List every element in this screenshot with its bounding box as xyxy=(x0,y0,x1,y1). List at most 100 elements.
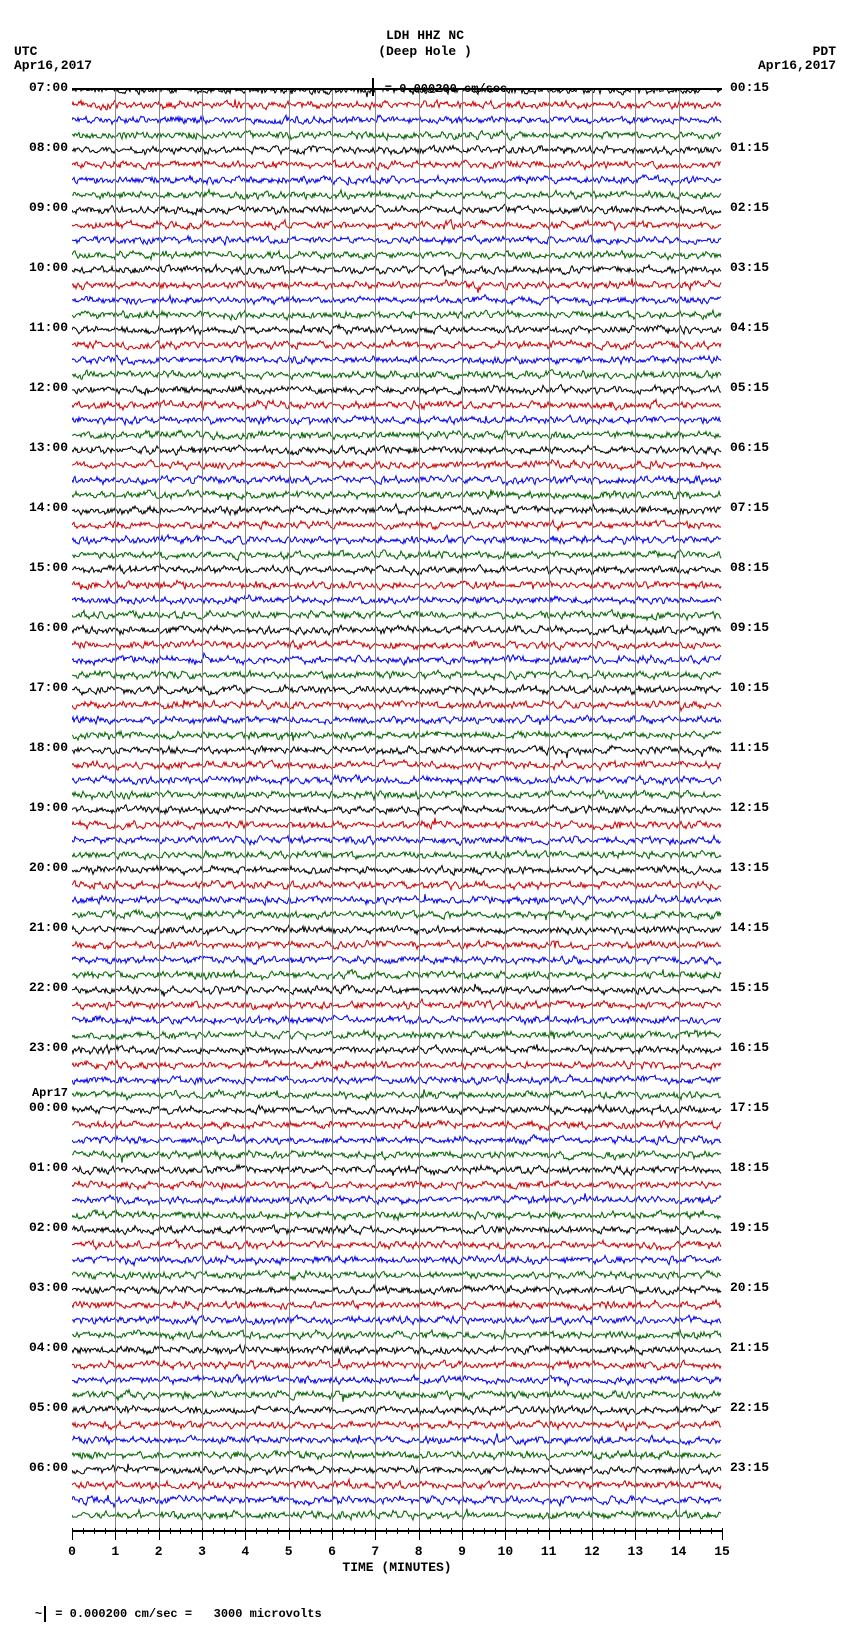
right-hour-label: 21:15 xyxy=(730,1341,792,1355)
right-timezone: PDT xyxy=(813,44,836,59)
seismic-trace xyxy=(72,1237,722,1253)
seismic-trace xyxy=(72,1462,722,1478)
xaxis-tick-label: 13 xyxy=(628,1544,644,1559)
seismic-trace xyxy=(72,637,722,653)
xaxis-tick-label: 7 xyxy=(371,1544,379,1559)
seismic-trace xyxy=(72,202,722,218)
xaxis-minor-tick xyxy=(527,1528,528,1534)
xaxis-minor-tick xyxy=(354,1528,355,1534)
seismic-trace xyxy=(72,127,722,143)
right-hour-label: 04:15 xyxy=(730,321,792,335)
seismic-trace xyxy=(72,772,722,788)
xaxis-minor-tick xyxy=(484,1528,485,1534)
xaxis-minor-tick xyxy=(581,1528,582,1534)
footer-before: = 0.000200 cm/sec = xyxy=(48,1607,192,1621)
xaxis-minor-tick xyxy=(440,1528,441,1534)
right-hour-label: 23:15 xyxy=(730,1461,792,1475)
seismic-trace xyxy=(72,412,722,428)
left-hour-label: 22:00 xyxy=(6,981,68,995)
xaxis-minor-tick xyxy=(614,1528,615,1534)
gridline xyxy=(462,90,463,1530)
seismic-trace xyxy=(72,1417,722,1433)
gridline xyxy=(332,90,333,1530)
seismic-trace xyxy=(72,1132,722,1148)
right-hour-label: 10:15 xyxy=(730,681,792,695)
seismic-trace xyxy=(72,1342,722,1358)
left-hour-label: 04:00 xyxy=(6,1341,68,1355)
right-hour-label: 18:15 xyxy=(730,1161,792,1175)
seismic-trace xyxy=(72,787,722,803)
left-hour-label: 02:00 xyxy=(6,1221,68,1235)
gridline xyxy=(419,90,420,1530)
xaxis-minor-tick xyxy=(538,1528,539,1534)
xaxis-minor-tick xyxy=(170,1528,171,1534)
left-hour-label: 13:00 xyxy=(6,441,68,455)
seismic-trace xyxy=(72,1387,722,1403)
seismic-trace xyxy=(72,1447,722,1463)
xaxis-major-tick xyxy=(505,1528,506,1540)
right-hour-label: 05:15 xyxy=(730,381,792,395)
xaxis-tick-label: 6 xyxy=(328,1544,336,1559)
right-hour-label: 08:15 xyxy=(730,561,792,575)
xaxis-major-tick xyxy=(462,1528,463,1540)
seismic-trace xyxy=(72,1372,722,1388)
seismic-trace xyxy=(72,97,722,113)
seismic-trace xyxy=(72,1027,722,1043)
xaxis-tick-label: 1 xyxy=(111,1544,119,1559)
footer-after: 3000 microvolts xyxy=(192,1607,322,1621)
seismic-trace xyxy=(72,622,722,638)
seismic-trace xyxy=(72,1357,722,1373)
gridline xyxy=(505,90,506,1530)
seismic-trace xyxy=(72,382,722,398)
gridline xyxy=(159,90,160,1530)
xaxis-major-tick xyxy=(245,1528,246,1540)
seismic-trace xyxy=(72,187,722,203)
xaxis-minor-tick xyxy=(235,1528,236,1534)
station-title: LDH HHZ NC xyxy=(0,28,850,43)
left-hour-label: 09:00 xyxy=(6,201,68,215)
xaxis-major-tick xyxy=(635,1528,636,1540)
seismic-trace xyxy=(72,982,722,998)
xaxis-minor-tick xyxy=(224,1528,225,1534)
xaxis-minor-tick xyxy=(516,1528,517,1534)
seismic-trace xyxy=(72,607,722,623)
seismic-trace xyxy=(72,1177,722,1193)
xaxis-major-tick xyxy=(679,1528,680,1540)
seismic-trace xyxy=(72,457,722,473)
xaxis-tick-label: 12 xyxy=(584,1544,600,1559)
seismic-trace xyxy=(72,337,722,353)
xaxis-major-tick xyxy=(159,1528,160,1540)
xaxis-tick-label: 0 xyxy=(68,1544,76,1559)
xaxis-major-tick xyxy=(375,1528,376,1540)
gridline xyxy=(375,90,376,1530)
seismic-trace xyxy=(72,1297,722,1313)
xaxis-major-tick xyxy=(549,1528,550,1540)
left-timezone: UTC xyxy=(14,44,37,59)
xaxis-major-tick xyxy=(115,1528,116,1540)
footer-scale: ~ = 0.000200 cm/sec = 3000 microvolts xyxy=(6,1592,322,1636)
xaxis-minor-tick xyxy=(397,1528,398,1534)
xaxis-minor-tick xyxy=(560,1528,561,1534)
xaxis-tick-label: 11 xyxy=(541,1544,557,1559)
left-hour-label: 20:00 xyxy=(6,861,68,875)
left-date: Apr16,2017 xyxy=(14,58,92,73)
seismic-trace xyxy=(72,697,722,713)
seismic-trace xyxy=(72,1147,722,1163)
seismic-trace xyxy=(72,292,722,308)
right-hour-label: 17:15 xyxy=(730,1101,792,1115)
seismic-trace xyxy=(72,1402,722,1418)
seismic-trace xyxy=(72,232,722,248)
left-hour-label: 18:00 xyxy=(6,741,68,755)
gridline xyxy=(115,90,116,1530)
seismic-trace xyxy=(72,1162,722,1178)
seismic-trace xyxy=(72,592,722,608)
left-hour-label: 01:00 xyxy=(6,1161,68,1175)
gridline xyxy=(635,90,636,1530)
seismic-trace xyxy=(72,922,722,938)
right-hour-label: 11:15 xyxy=(730,741,792,755)
seismic-trace xyxy=(72,937,722,953)
seismic-trace xyxy=(72,877,722,893)
seismic-trace xyxy=(72,652,722,668)
seismic-trace xyxy=(72,1492,722,1508)
right-hour-label: 20:15 xyxy=(730,1281,792,1295)
